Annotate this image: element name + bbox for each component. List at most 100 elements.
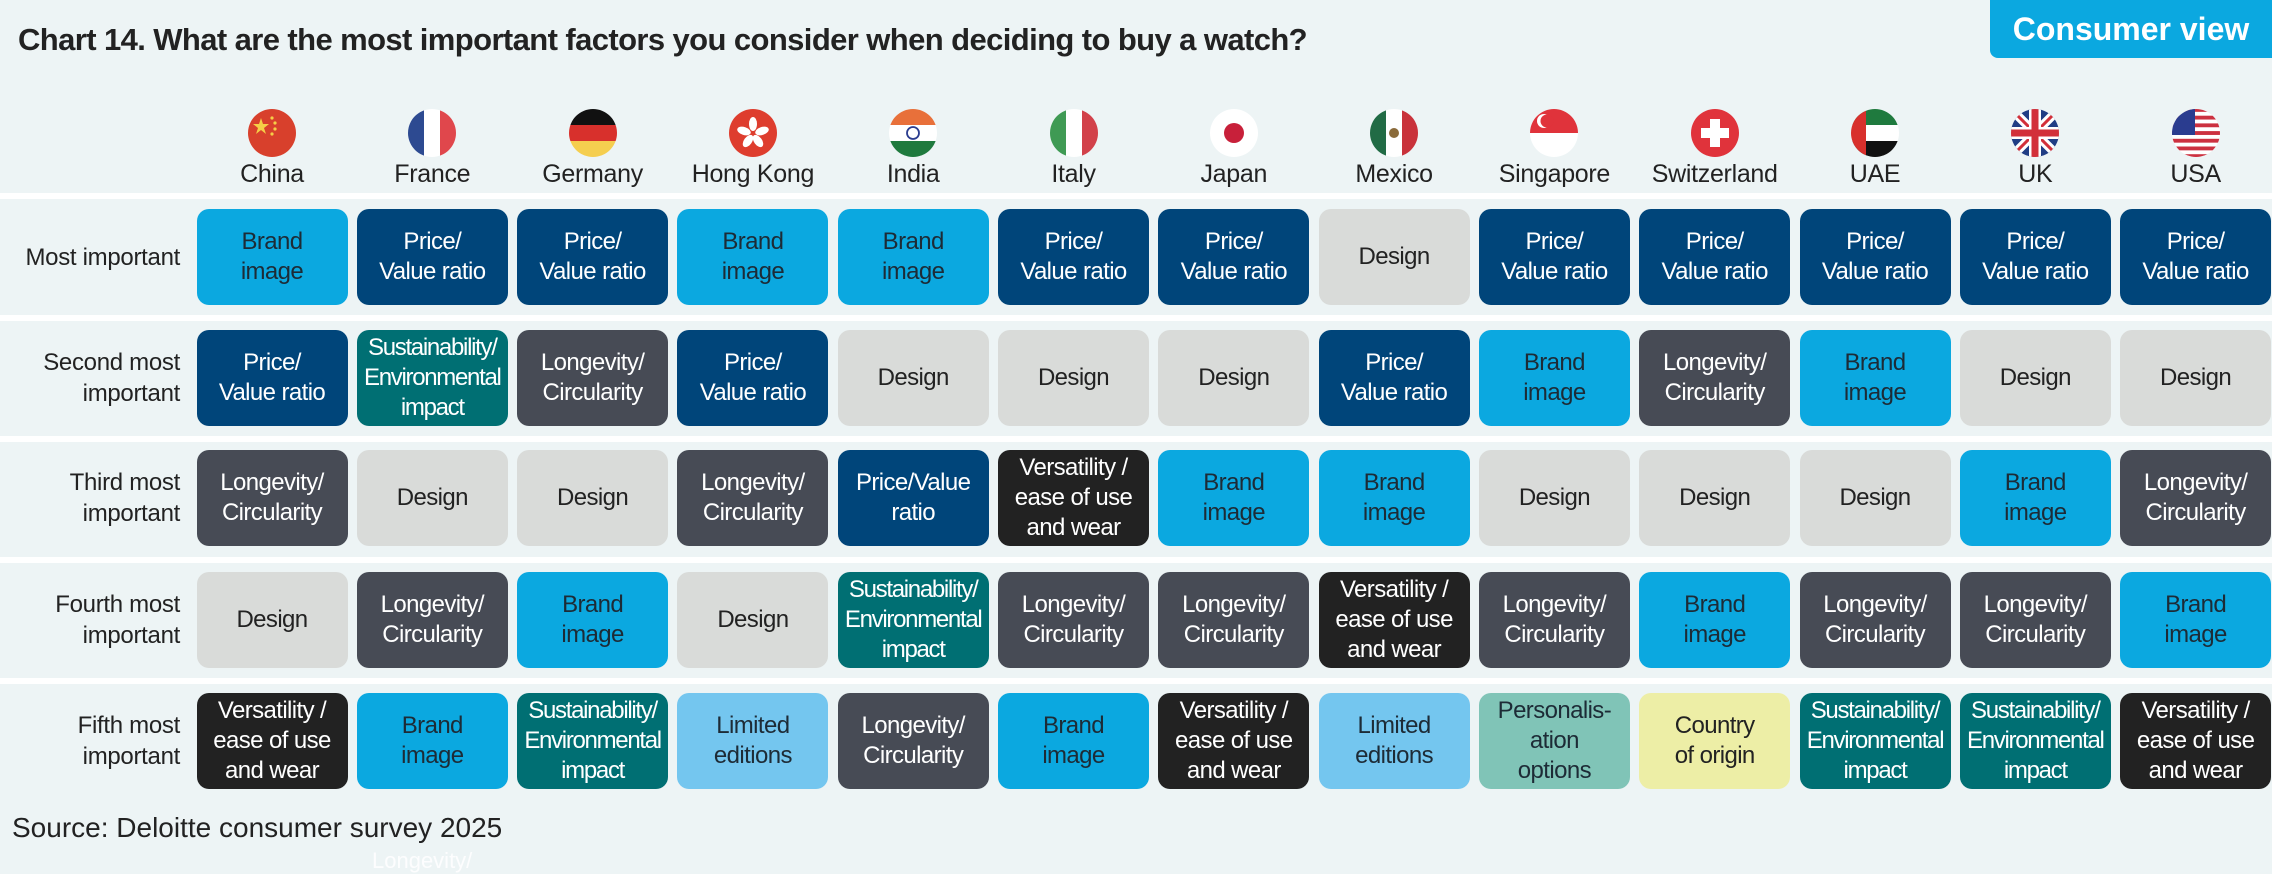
factor-cell-personalisation: Personalis- ation options (1478, 693, 1630, 789)
row-label: Most important (25, 243, 180, 271)
factor-cell-longevity: Longevity/ Circularity (356, 572, 508, 668)
row-separator (0, 436, 2272, 442)
factor-cell-price: Price/ Value ratio (196, 330, 348, 426)
japan-flag-icon (1209, 109, 1258, 157)
factor-cell-design: Design (517, 450, 669, 546)
country-label: UK (2018, 160, 2053, 188)
factor-cell-design: Design (1318, 209, 1470, 305)
mexico-flag-icon (1370, 109, 1419, 157)
country-label: USA (2170, 160, 2221, 188)
country-label: China (240, 160, 304, 188)
factor-cell-brand: Brand image (677, 209, 829, 305)
factor-cell-price: Price/ Value ratio (1799, 209, 1951, 305)
factor-cell-design: Design (998, 330, 1149, 426)
factor-cell-design: Design (196, 572, 348, 668)
factor-cell-price: Price/ Value ratio (1639, 209, 1791, 305)
factor-cell-origin: Country of origin (1639, 693, 1791, 789)
uae-flag-icon (1851, 109, 1899, 157)
country-label: India (886, 160, 940, 188)
factor-cell-brand: Brand image (356, 693, 508, 789)
country-label: Mexico (1355, 160, 1433, 188)
factor-cell-price: Price/ Value ratio (1478, 209, 1630, 305)
switzerland-flag-icon (1690, 109, 1739, 157)
factor-cell-brand: Brand image (1478, 330, 1630, 426)
factor-cell-versatility: Versatility / ease of use and wear (2120, 693, 2272, 789)
row-label: Fifth most important (77, 712, 181, 770)
factor-cell-design: Design (356, 450, 508, 546)
factor-cell-design: Design (837, 330, 989, 426)
row-separator (0, 678, 2272, 684)
germany-flag-icon (568, 109, 617, 157)
factor-cell-price: Price/ Value ratio (677, 330, 829, 426)
factor-cell-price: Price/ Value ratio (998, 209, 1149, 305)
factor-cell-price: Price/ Value ratio (517, 209, 669, 305)
factor-cell-limited: Limited editions (1318, 693, 1470, 789)
row-separator (0, 315, 2272, 321)
factor-cell-price: Price/ Value ratio (356, 209, 508, 305)
country-label: Singapore (1498, 160, 1611, 188)
factor-cell-design: Design (1158, 330, 1310, 426)
factor-cell-limited: Limited editions (677, 693, 829, 789)
country-label: France (394, 160, 471, 188)
factor-cell-price: Price/Value ratio (837, 450, 989, 546)
row-separator (0, 557, 2272, 563)
factor-cell-price: Price/ Value ratio (1158, 209, 1310, 305)
factor-cell-brand: Brand image (2120, 572, 2272, 668)
factor-cell-sustainability: Sustainability/ Environmental impact (517, 693, 669, 789)
hong-kong-flag-icon (728, 109, 777, 157)
factor-cell-price: Price/ Value ratio (2120, 209, 2272, 305)
row-label: Fourth most important (55, 591, 180, 649)
factor-cell-brand: Brand image (1799, 330, 1951, 426)
country-label: Italy (1051, 160, 1096, 188)
factor-cell-sustainability: Sustainability/ Environmental impact (1959, 693, 2111, 789)
factor-cell-longevity: Longevity/ Circularity (1799, 572, 1951, 668)
factor-cell-design: Design (1959, 330, 2111, 426)
uk-flag-icon (2011, 109, 2060, 157)
country-label: UAE (1849, 160, 1901, 188)
factor-cell-longevity: Longevity/ Circularity (196, 450, 348, 546)
factor-cell-longevity: Longevity/ Circularity (1959, 572, 2111, 668)
factor-cell-design: Design (2120, 330, 2272, 426)
factor-cell-longevity: Longevity/ Circularity (2120, 450, 2272, 546)
factor-cell-longevity: Longevity/ Circularity (998, 572, 1149, 668)
usa-flag-icon (2171, 109, 2220, 157)
chart-title: Chart 14. What are the most important fa… (18, 22, 1308, 57)
factor-cell-longevity: Longevity/ Circularity (837, 693, 989, 789)
factor-cell-sustainability: Sustainability/ Environmental impact (356, 330, 508, 426)
factor-cell-sustainability: Sustainability/ Environmental impact (837, 572, 989, 668)
factor-cell-price: Price/ Value ratio (1959, 209, 2111, 305)
consumer-view-badge: Consumer view (1990, 0, 2272, 58)
india-flag-icon (889, 109, 938, 157)
factor-cell-brand: Brand image (196, 209, 348, 305)
factor-cell-brand: Brand image (1318, 450, 1470, 546)
country-label: Switzerland (1651, 160, 1778, 188)
factor-cell-design: Design (677, 572, 829, 668)
factor-cell-design: Design (1478, 450, 1630, 546)
factor-cell-brand: Brand image (1158, 450, 1310, 546)
factor-cell-longevity: Longevity/ Circularity (677, 450, 829, 546)
factor-cell-design: Design (1639, 450, 1791, 546)
source-note: Source: Deloitte consumer survey 2025 (12, 812, 503, 843)
factor-cell-brand: Brand image (517, 572, 669, 668)
singapore-flag-icon (1530, 109, 1579, 157)
factor-cell-versatility: Versatility / ease of use and wear (998, 450, 1149, 546)
country-label: Hong Kong (691, 160, 815, 188)
factor-cell-longevity: Longevity/ Circularity (1158, 572, 1310, 668)
factor-cell-sustainability: Sustainability/ Environmental impact (1799, 693, 1951, 789)
factor-cell-brand: Brand image (1959, 450, 2111, 546)
italy-flag-icon (1049, 109, 1098, 157)
factor-cell-versatility: Versatility / ease of use and wear (1318, 572, 1470, 668)
factor-cell-longevity: Longevity/ Circularity (1478, 572, 1630, 668)
factor-cell-longevity: Longevity/ Circularity (1639, 330, 1791, 426)
row-label: Third most important (69, 469, 181, 527)
factor-cell-versatility: Versatility / ease of use and wear (196, 693, 348, 789)
clipped-text: Longevity/ (372, 848, 473, 873)
factor-cell-brand: Brand image (998, 693, 1149, 789)
factor-cell-brand: Brand image (1639, 572, 1791, 668)
factor-cell-brand: Brand image (837, 209, 989, 305)
france-flag-icon (408, 109, 457, 157)
row-label: Second most important (43, 349, 180, 407)
country-label: Japan (1200, 160, 1268, 188)
row-separator (0, 193, 2272, 199)
factor-cell-price: Price/ Value ratio (1318, 330, 1470, 426)
